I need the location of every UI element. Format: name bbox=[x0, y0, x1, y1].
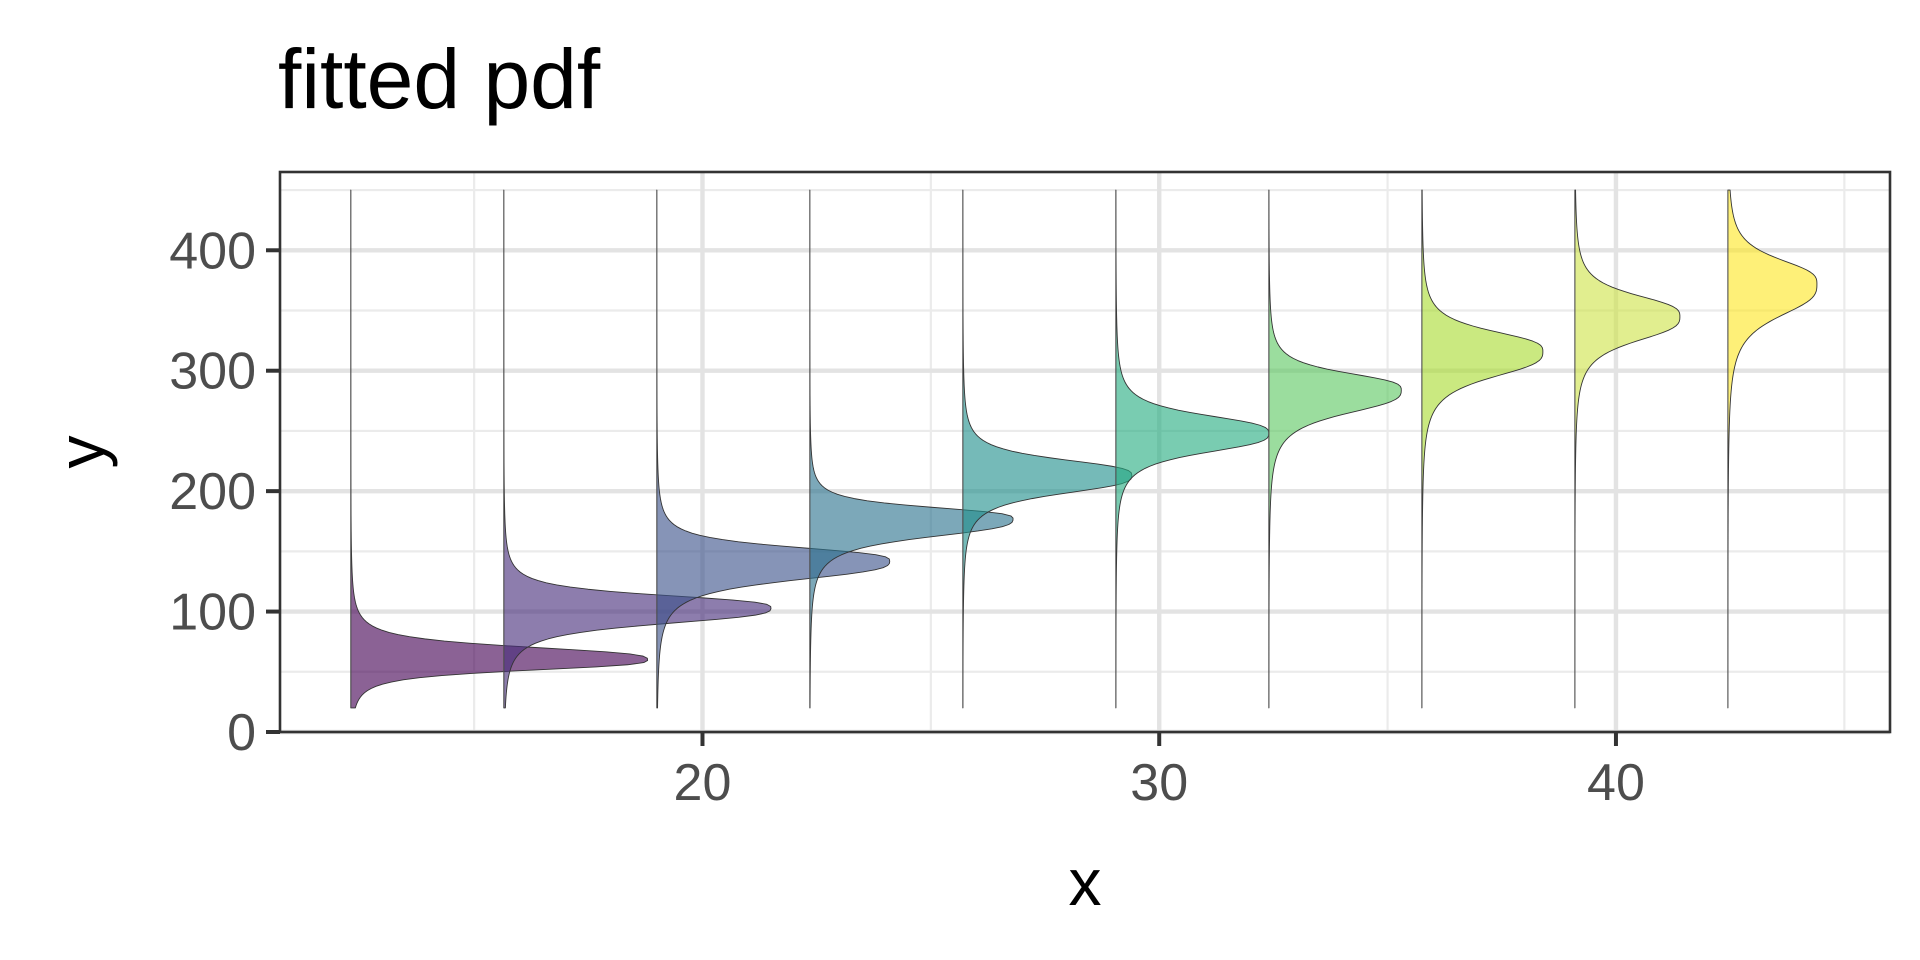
y-tick-label: 300 bbox=[169, 343, 256, 401]
x-axis-title: x bbox=[1069, 845, 1102, 919]
y-axis-title: y bbox=[44, 436, 118, 469]
y-tick-label: 100 bbox=[169, 584, 256, 642]
plot-border bbox=[278, 170, 1892, 734]
x-axis: 20 30 40 bbox=[674, 732, 1645, 812]
x-tick-label: 20 bbox=[674, 754, 732, 812]
grid-minor bbox=[280, 172, 1890, 732]
x-tick-label: 30 bbox=[1130, 754, 1188, 812]
density-layer bbox=[350, 189, 1818, 709]
x-tick-label: 40 bbox=[1587, 754, 1645, 812]
y-axis: 0 100 200 300 400 bbox=[169, 222, 280, 762]
chart-title: fitted pdf bbox=[278, 32, 601, 126]
y-tick-label: 200 bbox=[169, 463, 256, 521]
y-tick-label: 400 bbox=[169, 222, 256, 280]
y-tick-label: 0 bbox=[227, 704, 256, 762]
